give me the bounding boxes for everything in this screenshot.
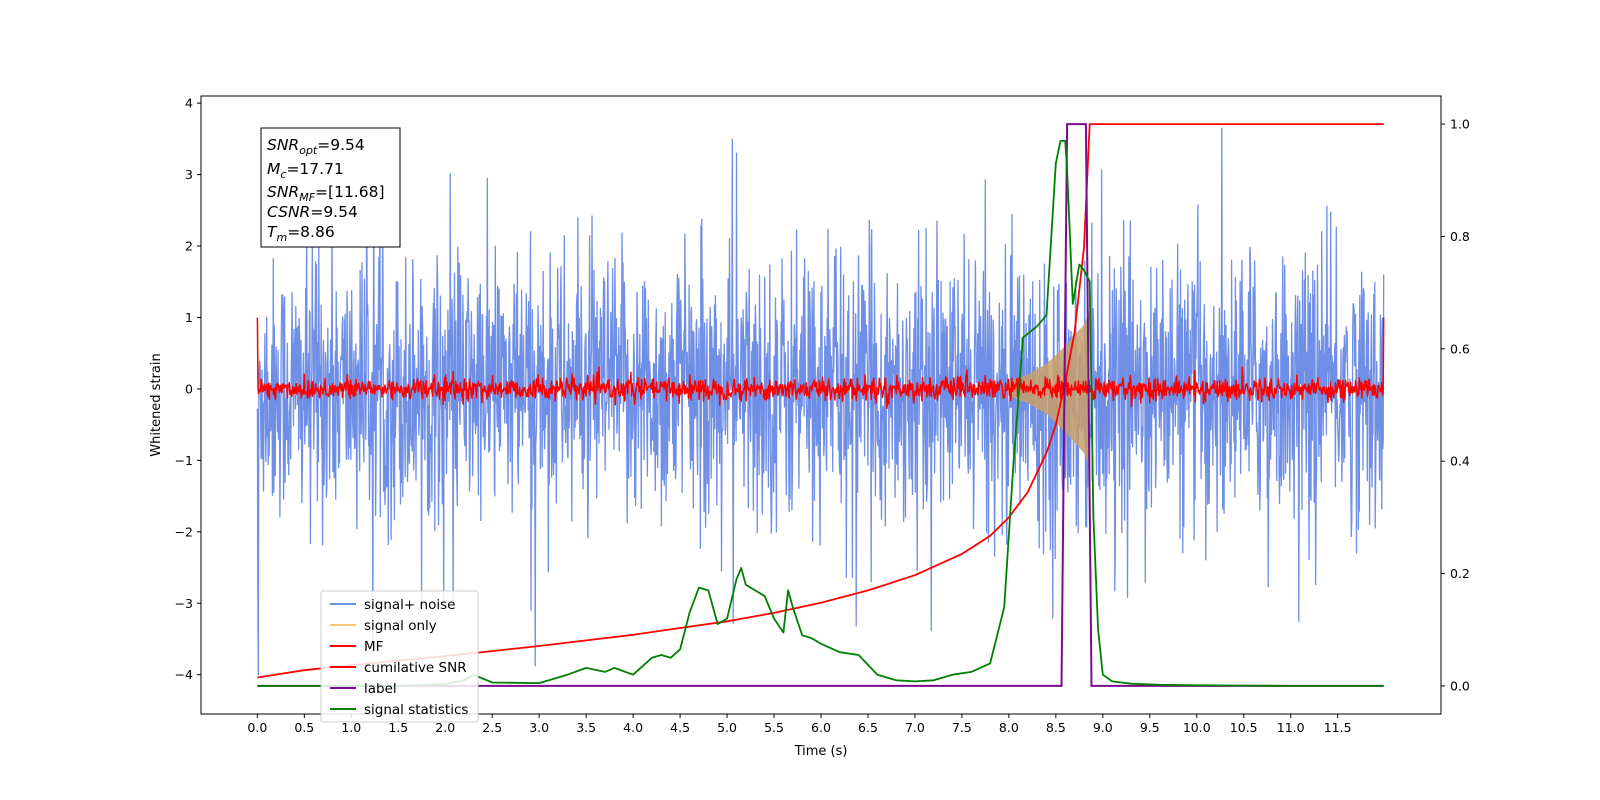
legend-item-cumulative-snr: cumilative SNR — [330, 660, 467, 676]
x-tick-label: 1.0 — [341, 720, 361, 735]
right-y-tick-label: 0.0 — [1450, 678, 1470, 693]
x-tick-label: 3.5 — [576, 720, 596, 735]
right-y-tick-label: 1.0 — [1450, 117, 1470, 132]
y-axis-ticks: 4 3 2 1 0 −1 −2 −3 −4 — [175, 96, 201, 682]
x-tick-label: 7.0 — [905, 720, 925, 735]
x-tick-label: 1.5 — [388, 720, 408, 735]
right-y-tick-label: 0.8 — [1450, 229, 1470, 244]
x-axis-ticks: 0.0 0.5 1.0 1.5 2.0 2.5 3.0 3.5 4.0 4.5 5.0 5.5 6.0 6… — [247, 714, 1352, 735]
svg-text:signal statistics: signal statistics — [364, 702, 468, 718]
info-csnr: CSNR=9.54 — [267, 203, 358, 221]
y-tick-label: −1 — [175, 453, 193, 468]
y-tick-label: 0 — [185, 381, 193, 396]
x-tick-label: 5.0 — [717, 720, 737, 735]
x-axis-label: Time (s) — [794, 744, 848, 759]
x-tick-label: 2.0 — [435, 720, 455, 735]
x-tick-label: 8.0 — [999, 720, 1019, 735]
y-axis-label: Whitened strain — [149, 353, 164, 456]
y-tick-label: 1 — [185, 310, 193, 325]
y-tick-label: 4 — [185, 96, 193, 111]
right-y-tick-label: 0.4 — [1450, 454, 1470, 469]
x-tick-label: 8.5 — [1046, 720, 1066, 735]
x-tick-label: 0.0 — [247, 720, 267, 735]
x-tick-label: 3.0 — [529, 720, 549, 735]
x-tick-label: 0.5 — [294, 720, 314, 735]
x-tick-label: 10.5 — [1230, 720, 1258, 735]
info-box: SNRopt=9.54 Mc=17.71 SNRMF=[11.68] CSNR=… — [260, 127, 401, 248]
x-tick-label: 9.0 — [1093, 720, 1113, 735]
x-tick-label: 9.5 — [1140, 720, 1160, 735]
y-tick-label: 2 — [185, 239, 193, 254]
svg-text:cumilative SNR: cumilative SNR — [364, 660, 467, 676]
info-mc: Mc=17.71 — [267, 160, 344, 181]
right-y-tick-label: 0.2 — [1450, 566, 1470, 581]
svg-text:signal+ noise: signal+ noise — [364, 597, 455, 613]
x-tick-label: 7.5 — [952, 720, 972, 735]
svg-text:signal only: signal only — [364, 618, 437, 634]
y-tick-label: −2 — [175, 524, 193, 539]
x-tick-label: 11.5 — [1324, 720, 1352, 735]
legend: signal+ noise signal only MF cumilative … — [320, 590, 479, 723]
info-snr-mf: SNRMF=[11.68] — [267, 183, 385, 204]
svg-text:label: label — [364, 681, 397, 697]
right-y-tick-label: 0.6 — [1450, 341, 1470, 356]
right-y-axis-ticks: 1.0 0.8 0.6 0.4 0.2 0.0 — [1441, 117, 1470, 693]
x-tick-label: 11.0 — [1277, 720, 1305, 735]
svg-text:MF: MF — [364, 639, 383, 655]
info-snr-opt: SNRopt=9.54 — [267, 136, 365, 157]
x-tick-label: 6.5 — [858, 720, 878, 735]
label-line — [257, 123, 1384, 687]
legend-item-signal-statistics: signal statistics — [330, 702, 468, 718]
y-tick-label: −3 — [175, 596, 193, 611]
x-tick-label: 4.0 — [623, 720, 643, 735]
y-tick-label: −4 — [175, 667, 193, 682]
legend-item-signal-noise: signal+ noise — [330, 597, 455, 613]
signal-statistics-line — [257, 140, 1384, 687]
x-tick-label: 4.5 — [670, 720, 690, 735]
y-tick-label: 3 — [185, 167, 193, 182]
info-tm: Tm=8.86 — [267, 223, 335, 244]
x-tick-label: 6.0 — [811, 720, 831, 735]
x-tick-label: 2.5 — [482, 720, 502, 735]
x-tick-label: 10.0 — [1183, 720, 1211, 735]
legend-item-mf: MF — [330, 639, 383, 655]
x-tick-label: 5.5 — [764, 720, 784, 735]
legend-item-signal-only: signal only — [330, 618, 437, 634]
legend-item-label: label — [330, 681, 397, 697]
mf-line — [256, 317, 1385, 410]
signal-noise-line — [256, 127, 1385, 676]
